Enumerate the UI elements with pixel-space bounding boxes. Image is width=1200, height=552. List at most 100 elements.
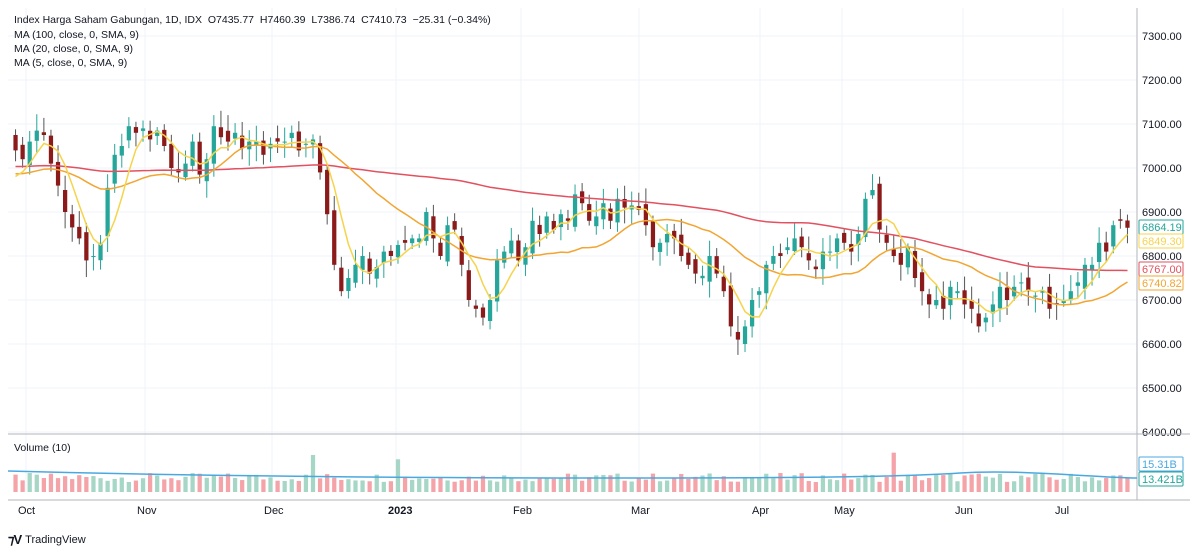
- volume-title[interactable]: Volume (10): [14, 442, 71, 454]
- candle-body: [353, 264, 358, 283]
- indicator-ma100-label[interactable]: MA (100, close, 0, SMA, 9): [14, 29, 139, 41]
- candle-body: [990, 304, 996, 314]
- volume-bar: [303, 474, 309, 492]
- candle-body: [764, 264, 769, 294]
- chart-legend-symbol: Index Harga Saham Gabungan, 1D, IDX O743…: [14, 14, 494, 26]
- candle-body: [1118, 219, 1123, 221]
- indicator-ma20-label[interactable]: MA (20, close, 0, SMA, 9): [14, 43, 134, 55]
- candle-body: [480, 307, 486, 318]
- x-tick-label: Nov: [137, 505, 157, 517]
- volume-bar: [728, 481, 733, 492]
- candle-body: [693, 259, 698, 274]
- candle-body: [714, 256, 719, 274]
- volume-bar: [452, 481, 457, 492]
- candle-body: [261, 140, 266, 155]
- volume-bar: [466, 476, 471, 492]
- candle-body: [537, 224, 542, 234]
- y-tick-label: 7100.00: [1142, 119, 1182, 131]
- candle-body: [169, 143, 174, 168]
- volume-bar: [636, 477, 641, 492]
- candle-body: [48, 135, 54, 164]
- candle-body: [254, 141, 259, 146]
- volume-bar: [126, 481, 131, 492]
- volume-bar: [863, 474, 868, 492]
- candle-body: [962, 290, 967, 305]
- volume-bar: [34, 474, 39, 492]
- candle-body: [155, 130, 160, 136]
- volume-bar: [806, 481, 811, 492]
- low-value: L7386.74: [311, 14, 356, 26]
- volume-bar: [395, 459, 401, 492]
- volume-bar: [254, 474, 259, 492]
- volume-bar: [657, 481, 663, 492]
- volume-bar: [204, 477, 209, 492]
- volume-bar: [119, 477, 124, 492]
- volume-bar: [1033, 473, 1038, 492]
- candle-body: [884, 234, 889, 243]
- volume-bar: [133, 480, 139, 492]
- volume-bar: [891, 452, 896, 492]
- candle-body: [41, 132, 46, 135]
- volume-bar: [742, 477, 748, 492]
- volume-bar: [317, 478, 323, 492]
- candle-body: [509, 240, 514, 254]
- volume-bar: [84, 476, 89, 492]
- candle-body: [34, 130, 39, 141]
- candle-body: [622, 199, 627, 208]
- candle-body: [778, 253, 783, 256]
- candle-body: [856, 234, 861, 246]
- price-label-text: 6849.30: [1142, 236, 1182, 248]
- candle-body: [77, 226, 82, 239]
- candle-body: [594, 216, 599, 227]
- volume-bar: [934, 475, 939, 492]
- candle-body: [941, 295, 946, 309]
- candle-body: [757, 291, 762, 295]
- volume-bar: [650, 473, 656, 492]
- candle-body: [735, 331, 741, 340]
- price-label-box: [1138, 275, 1184, 291]
- volume-bar: [1068, 473, 1073, 492]
- candle-body: [1061, 300, 1066, 304]
- candle-body: [98, 242, 103, 261]
- candle-body: [672, 230, 677, 239]
- volume-bar: [1061, 479, 1066, 492]
- volume-bar: [424, 479, 429, 492]
- candle-body: [700, 275, 705, 279]
- volume-bar: [1089, 477, 1095, 492]
- volume-bar: [502, 475, 507, 492]
- volume-bar: [225, 473, 231, 492]
- candle-body: [431, 216, 436, 239]
- x-tick-label: May: [834, 505, 855, 517]
- volume-bar: [431, 478, 436, 492]
- candle-body: [728, 285, 733, 327]
- change-value: −25.31 (−0.34%): [412, 14, 491, 26]
- volume-bar: [140, 478, 146, 492]
- volume-bar: [289, 479, 294, 492]
- volume-bar: [147, 473, 153, 492]
- volume-bar: [842, 473, 847, 492]
- candle-body: [133, 127, 139, 133]
- candle-body: [417, 238, 422, 243]
- candle-body: [438, 242, 443, 256]
- indicator-ma5-label[interactable]: MA (5, close, 0, SMA, 9): [14, 57, 128, 69]
- tradingview-brand[interactable]: ⁊V TradingView: [8, 532, 86, 548]
- candle-body: [551, 220, 556, 230]
- candle-body: [983, 317, 988, 323]
- candle-body: [898, 252, 903, 265]
- candle-body: [905, 247, 911, 268]
- volume-bar: [98, 478, 103, 492]
- volume-bar: [360, 480, 365, 492]
- candle-body: [1047, 286, 1052, 309]
- candle-body: [771, 256, 776, 264]
- volume-bar: [268, 477, 273, 492]
- candle-body: [997, 286, 1003, 309]
- candle-body: [211, 126, 216, 164]
- volume-bar: [629, 481, 634, 492]
- candle-body: [126, 126, 131, 141]
- volume-bar: [813, 481, 818, 492]
- volume-bar: [948, 474, 953, 492]
- candle-body: [487, 300, 493, 322]
- volume-bar: [912, 474, 918, 492]
- candle-body: [643, 204, 648, 226]
